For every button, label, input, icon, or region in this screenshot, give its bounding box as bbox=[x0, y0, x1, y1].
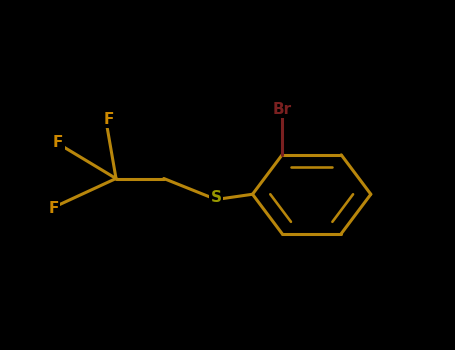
Text: F: F bbox=[104, 112, 114, 127]
Text: S: S bbox=[211, 190, 222, 205]
Text: F: F bbox=[53, 135, 63, 150]
Text: Br: Br bbox=[273, 102, 292, 117]
Text: F: F bbox=[49, 202, 59, 216]
